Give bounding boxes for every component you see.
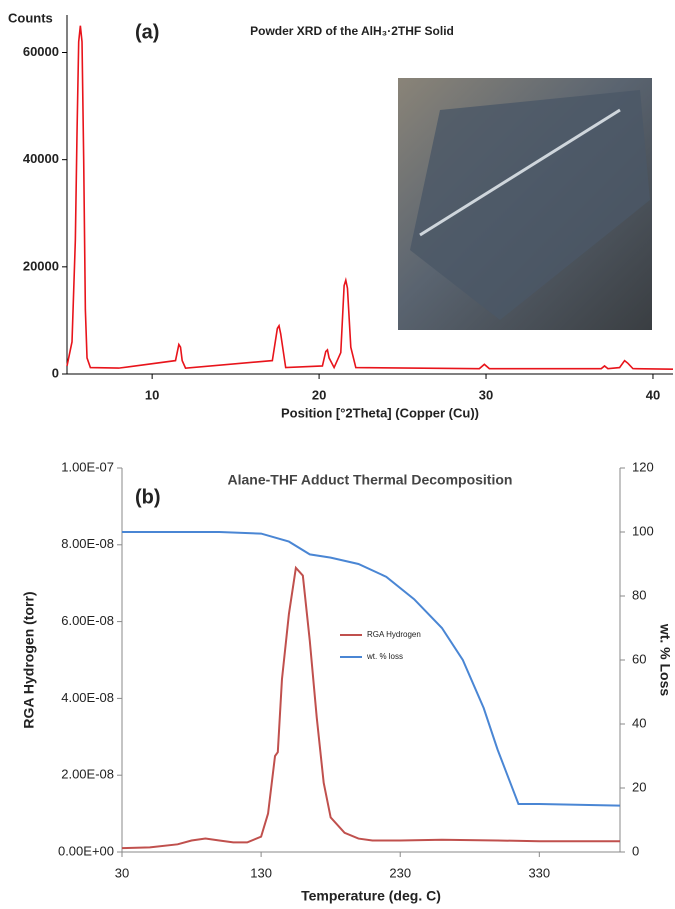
data-line <box>121 565 620 850</box>
chart-title: Powder XRD of the AlH₃·2THF Solid <box>250 24 454 38</box>
x-tick-label: 130 <box>250 865 272 880</box>
y-tick-label: 8.00E-08 <box>61 536 114 551</box>
y2-tick-label: 20 <box>632 779 646 794</box>
y2-tick-label: 80 <box>632 587 646 602</box>
y2-tick-label: 0 <box>632 843 639 858</box>
x-tick-label: 230 <box>389 865 411 880</box>
y-tick-label: 2.00E-08 <box>61 767 114 782</box>
y2-tick-label: 100 <box>632 523 654 538</box>
x-tick-label: 30 <box>479 387 493 402</box>
y-tick-label: 20000 <box>23 258 59 273</box>
y-axis-label: RGA Hydrogen (torr) <box>21 591 37 728</box>
x-axis-label: Position [°2Theta] (Copper (Cu)) <box>281 405 479 420</box>
chart-title: Alane-THF Adduct Thermal Decomposition <box>228 472 513 488</box>
data-line <box>122 531 621 807</box>
y-tick-label: 1.00E-07 <box>61 459 114 474</box>
y2-axis-label: wt. % Loss <box>657 623 673 697</box>
y-tick-label: 6.00E-08 <box>61 613 114 628</box>
x-tick-label: 30 <box>115 865 129 880</box>
x-tick-label: 330 <box>528 865 550 880</box>
legend-label: wt. % loss <box>366 652 403 661</box>
vial-highlight <box>419 108 621 237</box>
y-tick-label: 60000 <box>23 44 59 59</box>
legend-label: RGA Hydrogen <box>367 630 421 639</box>
x-tick-label: 10 <box>145 387 159 402</box>
vial <box>410 90 650 320</box>
y-tick-label: 40000 <box>23 151 59 166</box>
y2-tick-label: 120 <box>632 459 654 474</box>
x-tick-label: 20 <box>312 387 326 402</box>
y2-tick-label: 60 <box>632 651 646 666</box>
x-tick-label: 40 <box>646 387 660 402</box>
panel-label: (b) <box>135 486 161 508</box>
y-axis-label: Counts <box>8 10 53 25</box>
y-tick-label: 0 <box>52 365 59 380</box>
data-line <box>66 25 674 370</box>
x-axis-label: Temperature (deg. C) <box>301 888 441 904</box>
y2-tick-label: 40 <box>632 715 646 730</box>
y-tick-label: 4.00E-08 <box>61 690 114 705</box>
panel-label: (a) <box>135 21 159 43</box>
y-tick-label: 0.00E+00 <box>58 843 114 858</box>
